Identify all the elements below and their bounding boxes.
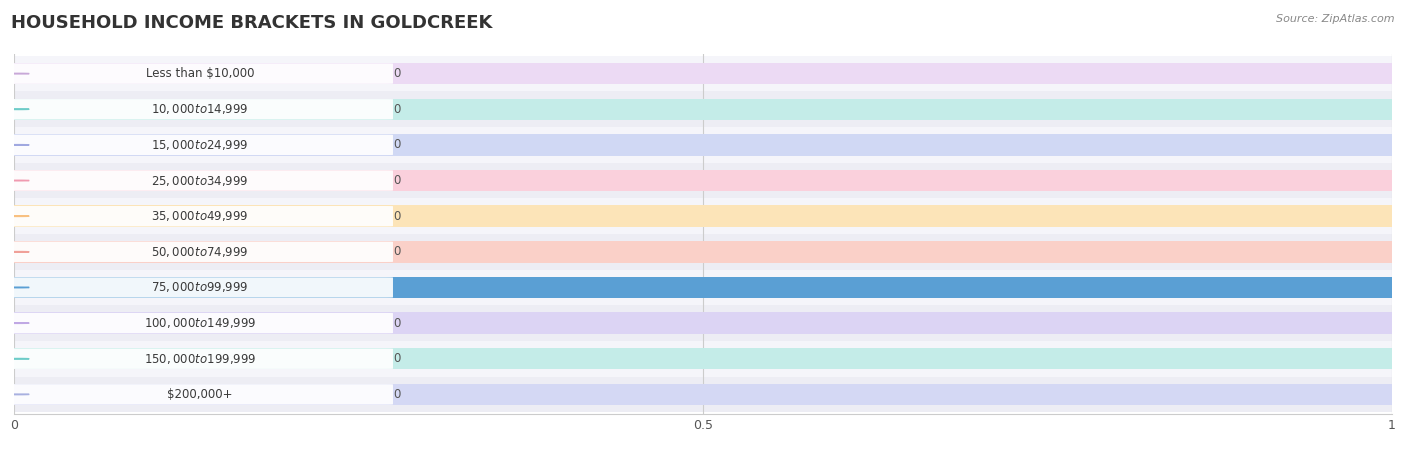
Text: 0: 0 [394,67,401,80]
Text: 0: 0 [394,210,401,223]
Text: HOUSEHOLD INCOME BRACKETS IN GOLDCREEK: HOUSEHOLD INCOME BRACKETS IN GOLDCREEK [11,14,492,32]
Text: 1: 1 [1399,281,1406,294]
Bar [14,377,1392,412]
FancyBboxPatch shape [7,313,394,333]
Bar [14,270,1392,305]
Bar [14,56,1392,91]
FancyBboxPatch shape [7,171,394,191]
Bar [14,234,1392,270]
Circle shape [7,323,30,324]
Circle shape [7,144,30,145]
Text: 0: 0 [394,317,401,329]
Bar [14,277,1392,298]
Text: $50,000 to $74,999: $50,000 to $74,999 [152,245,249,259]
Text: 0: 0 [394,139,401,151]
Text: 0: 0 [394,103,401,116]
Bar [14,163,1392,198]
Circle shape [7,73,30,74]
Bar [14,312,1392,334]
Bar [14,91,1392,127]
FancyBboxPatch shape [7,242,394,262]
Text: 0: 0 [394,352,401,365]
Text: 0: 0 [394,174,401,187]
Text: Less than $10,000: Less than $10,000 [146,67,254,80]
Text: $25,000 to $34,999: $25,000 to $34,999 [152,174,249,188]
Bar [14,127,1392,163]
Text: $15,000 to $24,999: $15,000 to $24,999 [152,138,249,152]
FancyBboxPatch shape [7,277,394,297]
Bar [14,341,1392,377]
FancyBboxPatch shape [7,99,394,119]
Circle shape [7,287,30,288]
Text: 0: 0 [394,245,401,258]
Text: Source: ZipAtlas.com: Source: ZipAtlas.com [1277,14,1395,23]
Bar [14,384,1392,405]
FancyBboxPatch shape [7,206,394,226]
Bar [14,63,1392,84]
Text: $200,000+: $200,000+ [167,388,233,401]
Bar [14,99,1392,120]
Text: $75,000 to $99,999: $75,000 to $99,999 [152,280,249,294]
FancyBboxPatch shape [7,384,394,405]
Circle shape [7,394,30,395]
FancyBboxPatch shape [7,135,394,155]
Text: $10,000 to $14,999: $10,000 to $14,999 [152,102,249,116]
FancyBboxPatch shape [7,63,394,84]
Text: $100,000 to $149,999: $100,000 to $149,999 [143,316,256,330]
Text: 0: 0 [394,388,401,401]
Text: $35,000 to $49,999: $35,000 to $49,999 [152,209,249,223]
FancyBboxPatch shape [7,349,394,369]
Bar [14,170,1392,191]
Text: $150,000 to $199,999: $150,000 to $199,999 [143,352,256,366]
Bar [14,206,1392,227]
Bar [14,305,1392,341]
Bar [14,241,1392,262]
Bar [14,134,1392,156]
Circle shape [7,180,30,181]
Bar [14,348,1392,369]
Bar [14,198,1392,234]
Bar [14,277,1392,298]
